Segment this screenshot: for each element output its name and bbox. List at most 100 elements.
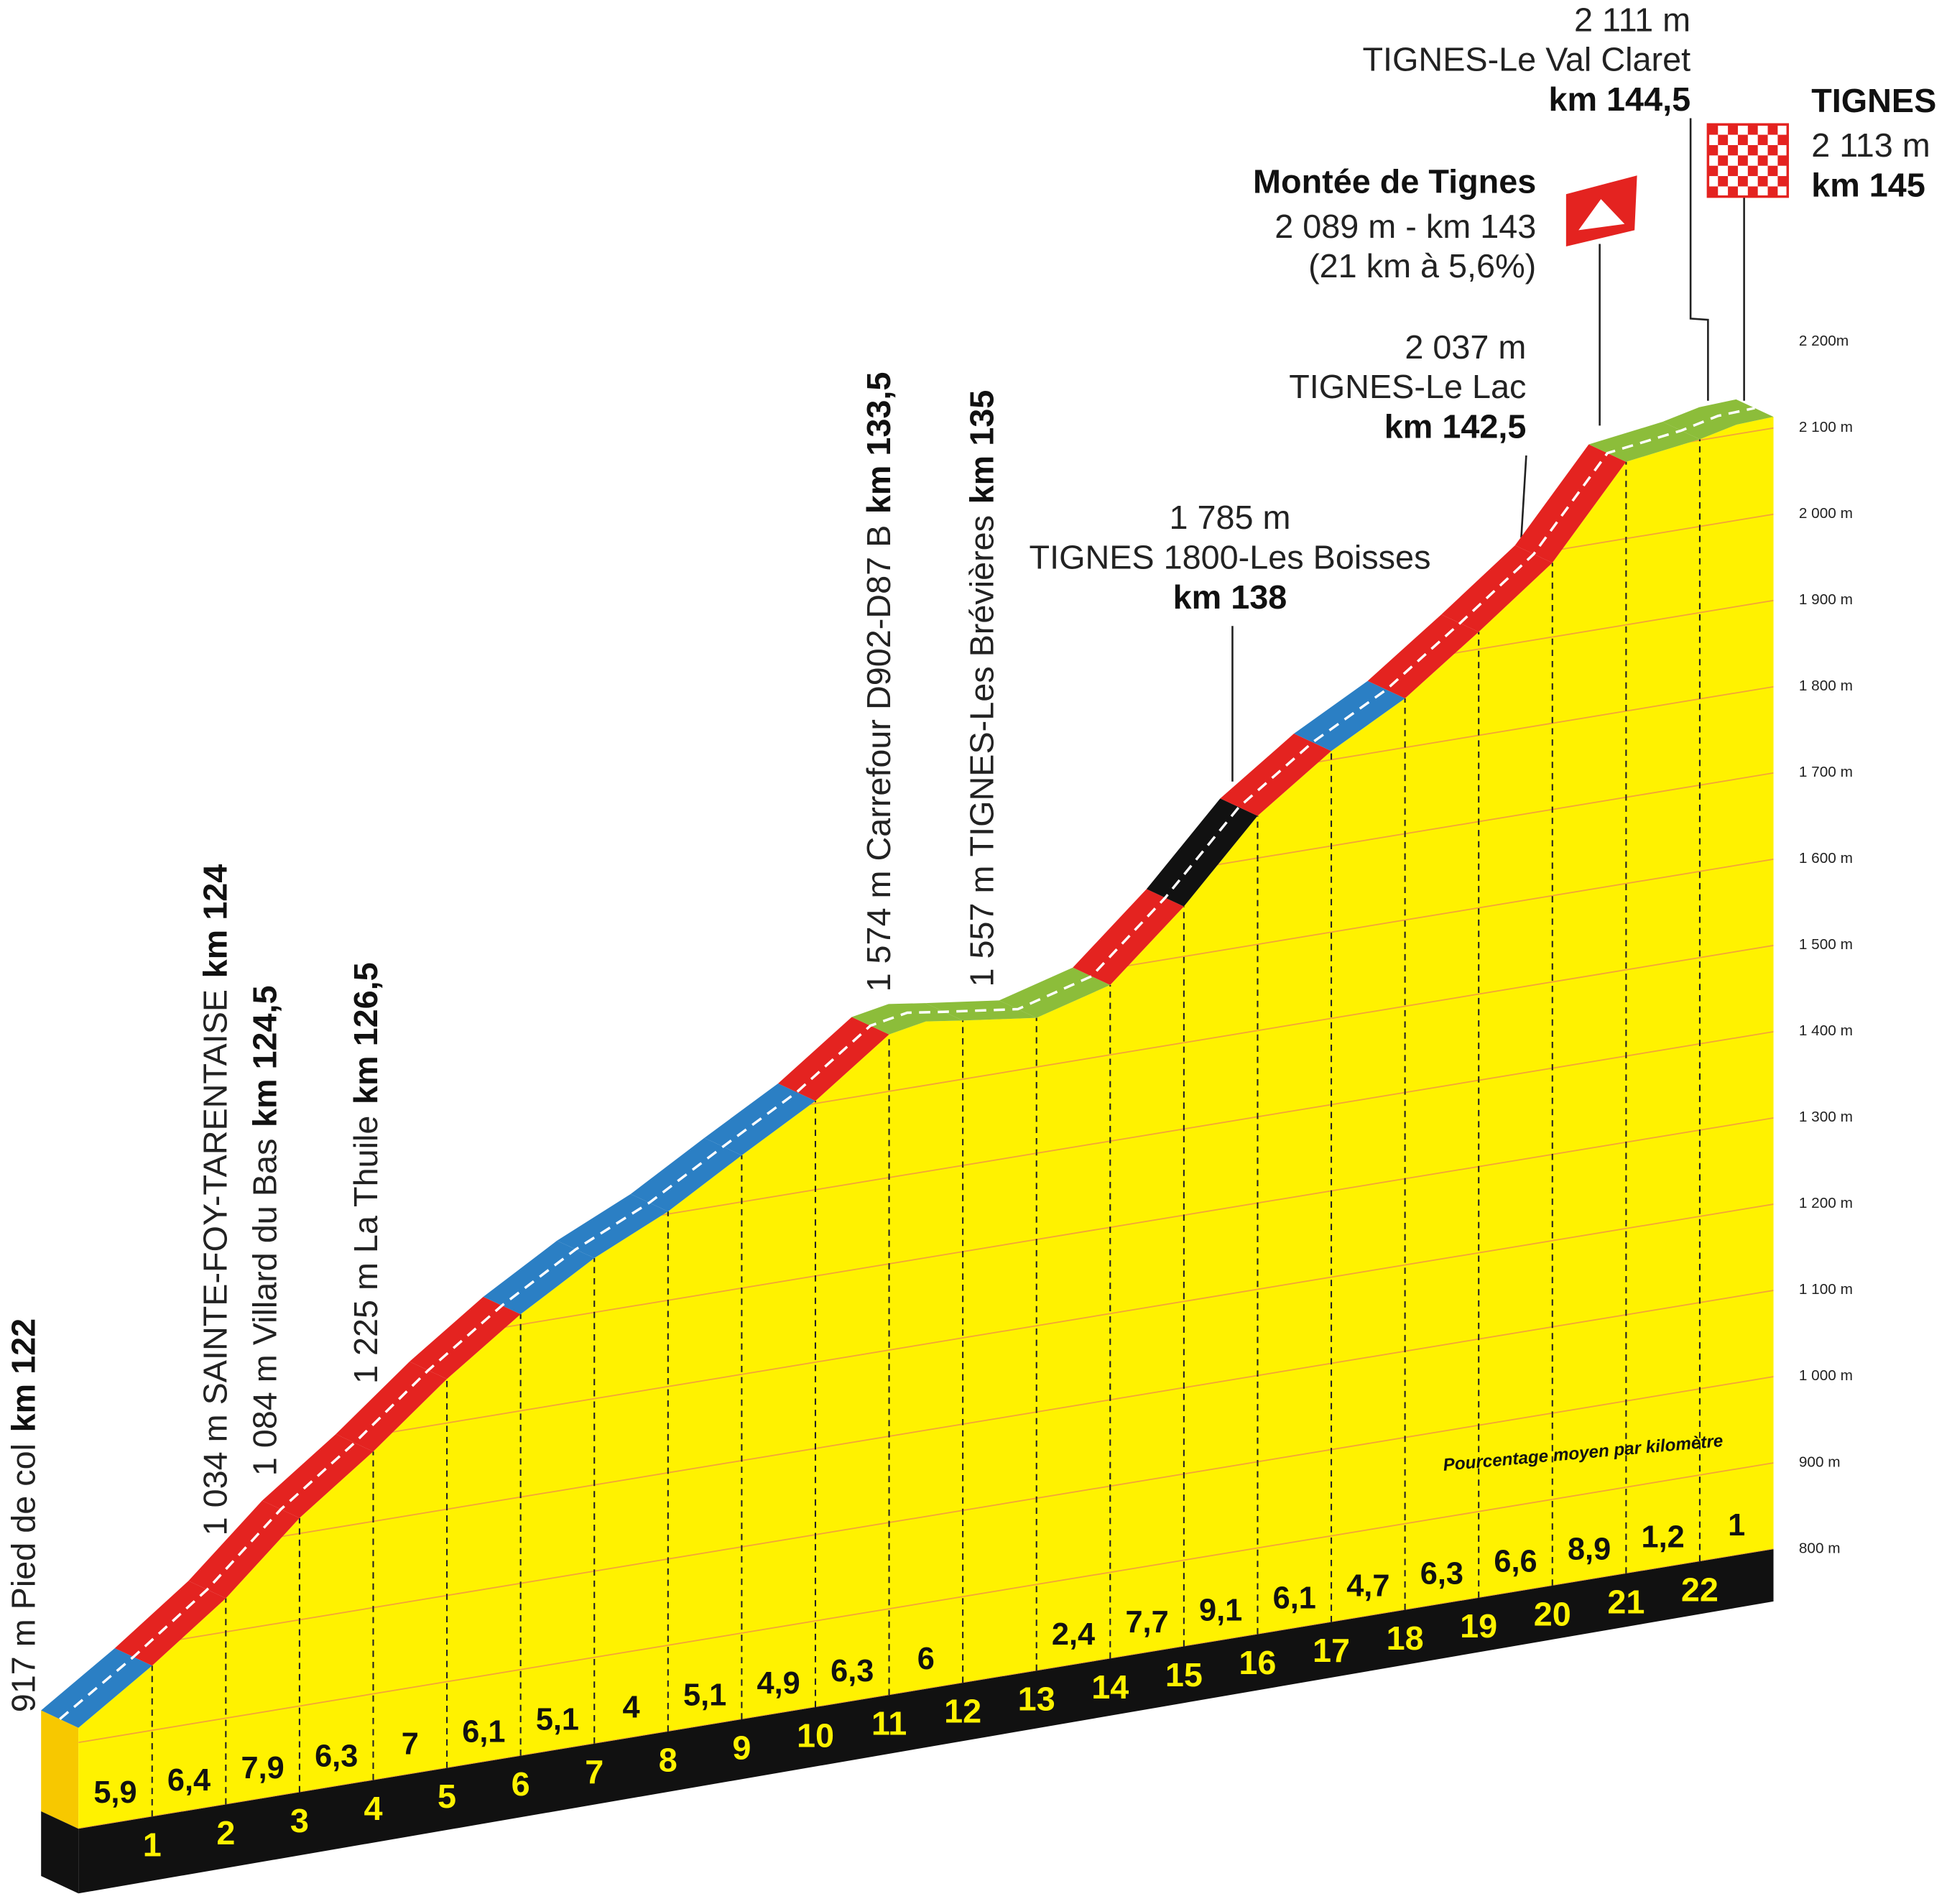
annotation-km: km 142,5: [1384, 408, 1527, 445]
annotation-km: km 138: [1173, 578, 1287, 616]
flag-check: [1718, 134, 1729, 145]
gradient-label: 7,9: [241, 1751, 285, 1785]
gradient-label: 6,3: [1420, 1557, 1463, 1591]
gradient-label: 8,9: [1568, 1533, 1611, 1567]
gradient-label: 1: [1728, 1508, 1745, 1543]
flag-check: [1767, 186, 1778, 197]
x-tick-label: 20: [1534, 1595, 1571, 1632]
x-tick-label: 11: [871, 1705, 907, 1742]
gradient-label: 7: [402, 1727, 419, 1761]
flag-check: [1708, 124, 1719, 135]
area: [78, 417, 1774, 1829]
flag-check: [1757, 134, 1768, 145]
gradient-label: 1,2: [1642, 1520, 1685, 1555]
y-tick-label: 1 000 m: [1799, 1367, 1853, 1384]
gradient-label: 6,1: [462, 1714, 505, 1749]
flag-check: [1737, 155, 1748, 166]
road-segment: [410, 1296, 521, 1380]
y-tick-label: 1 100 m: [1799, 1281, 1853, 1298]
annotation: 1 574 m Carrefour D902-D87 B km 133,5: [860, 372, 897, 992]
x-tick-label: 6: [512, 1765, 530, 1803]
x-tick-label: 1: [143, 1826, 162, 1864]
x-tick-label: 14: [1091, 1668, 1129, 1706]
y-tick-label: 1 900 m: [1799, 591, 1853, 608]
climb-flag: [1565, 175, 1637, 246]
y-tick-label: 1 800 m: [1799, 678, 1853, 694]
x-tick-label: 12: [944, 1693, 981, 1730]
flag-check: [1708, 186, 1719, 197]
road-segment: [777, 1017, 889, 1101]
annotation-label: 1 225 m La Thuile: [347, 1116, 384, 1384]
flag-check: [1747, 165, 1758, 177]
annotation-line: 2 113 m: [1811, 126, 1930, 164]
road-segment: [483, 1240, 595, 1315]
annotation-line: 1 785 m: [1169, 499, 1290, 536]
finish-flag: [1706, 123, 1790, 198]
gradient-label: 4,7: [1346, 1568, 1389, 1603]
gradient-label: 5,1: [683, 1678, 726, 1713]
annotation-label: 1 574 m Carrefour D902-D87 B: [860, 525, 897, 992]
flag-check: [1747, 144, 1758, 156]
flag-check: [1728, 124, 1738, 135]
y-tick-label: 900 m: [1799, 1454, 1841, 1470]
y-tick-label: 1 400 m: [1799, 1022, 1853, 1039]
gradient-label: 9,1: [1199, 1593, 1242, 1627]
grid-line: [78, 1290, 1774, 1571]
gradient-label: 6: [917, 1642, 935, 1676]
flag-check: [1737, 176, 1748, 187]
x-tick-label: 17: [1313, 1632, 1350, 1669]
annotation: 1 084 m Villard du Bas km 124,5: [246, 985, 284, 1476]
annotation: 1 225 m La Thuile km 126,5: [347, 962, 384, 1384]
x-tick-label: 13: [1018, 1681, 1055, 1718]
annotation: 1 034 m SAINTE-FOY-TARENTAISE km 124: [196, 864, 233, 1536]
x-tick-label: 16: [1239, 1644, 1276, 1681]
annotation-label: 1 084 m Villard du Bas: [246, 1139, 284, 1476]
annotation-line: 2 111 m: [1574, 1, 1690, 38]
y-tick-label: 2 100 m: [1799, 419, 1853, 435]
x-tick-label: 19: [1460, 1607, 1497, 1645]
annotation-km: km 145: [1811, 167, 1925, 204]
annotation-line: 2 037 m: [1405, 328, 1526, 366]
flag-check: [1708, 144, 1719, 156]
annotation-km: km 124: [196, 864, 233, 979]
annotation-line: TIGNES-Le Val Claret: [1362, 41, 1690, 78]
gradient-label: 2,4: [1052, 1617, 1095, 1652]
leader-line: [1689, 118, 1709, 401]
gradient-label: 4,9: [757, 1666, 800, 1701]
annotation-line: (21 km à 5,6%): [1308, 247, 1536, 285]
annotation-title: TIGNES: [1811, 82, 1936, 119]
grid-line: [78, 1376, 1774, 1658]
y-tick-label: 1 600 m: [1799, 850, 1853, 866]
gradient-label: 4: [622, 1691, 639, 1725]
y-tick-label: 2 200m: [1799, 333, 1849, 349]
x-tick-label: 10: [797, 1716, 834, 1754]
annotation-line: TIGNES 1800-Les Boisses: [1030, 539, 1431, 576]
road-segment: [114, 1581, 226, 1666]
side-face: [41, 1710, 79, 1829]
annotation: 917 m Pied de col km 122: [5, 1318, 42, 1712]
road-segment: [1441, 545, 1553, 632]
annotation-km: km 124,5: [246, 985, 284, 1127]
annotation-label: 1 557 m TIGNES-Les Brévières: [963, 515, 1001, 987]
base-side: [41, 1811, 79, 1894]
annotation-km: km 126,5: [347, 962, 384, 1104]
flag-check: [1718, 176, 1729, 187]
y-tick-label: 1 200 m: [1799, 1195, 1853, 1211]
gradient-label: 6,3: [831, 1654, 874, 1688]
x-tick-label: 18: [1387, 1619, 1424, 1657]
flag-check: [1747, 124, 1758, 135]
x-tick-label: 4: [364, 1790, 382, 1827]
x-tick-label: 7: [585, 1753, 603, 1790]
x-tick-label: 8: [659, 1741, 677, 1778]
gradient-label: 6,3: [315, 1739, 358, 1773]
gradient-label: 6,1: [1273, 1581, 1316, 1615]
flag-check: [1737, 134, 1748, 145]
x-tick-label: 22: [1681, 1571, 1719, 1608]
gradient-label: 5,9: [93, 1775, 137, 1810]
y-tick-label: 1 700 m: [1799, 764, 1853, 780]
flag-check: [1728, 186, 1738, 197]
flag-check: [1718, 155, 1729, 166]
gradient-label: 7,7: [1125, 1605, 1168, 1640]
base-band: [78, 1549, 1774, 1894]
